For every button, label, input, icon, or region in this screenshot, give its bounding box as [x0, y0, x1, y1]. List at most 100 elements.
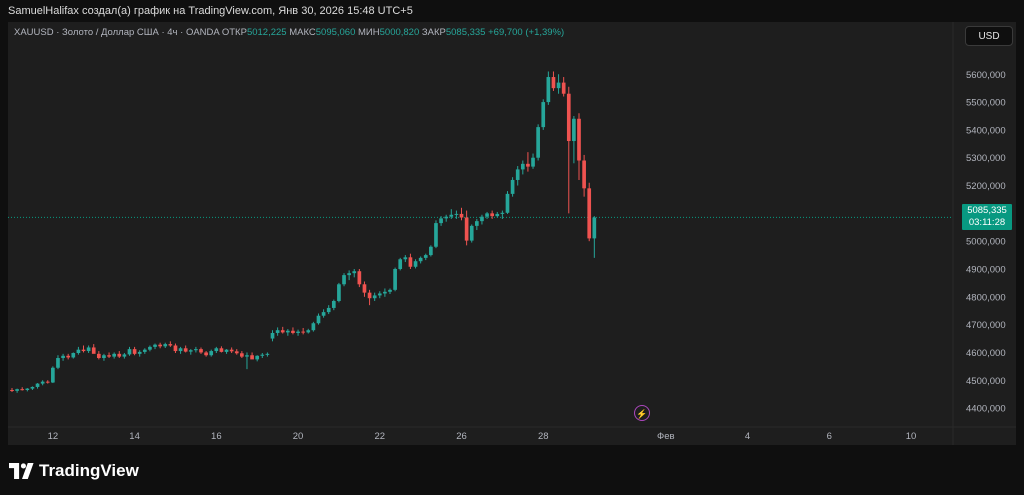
- candle-up: [352, 268, 357, 278]
- candle-body: [510, 179, 515, 194]
- y-tick-label: 5400,000: [966, 125, 1006, 136]
- candle-down: [551, 71, 556, 91]
- candle-up: [275, 327, 280, 336]
- candle-body: [255, 355, 260, 360]
- candle-body: [199, 349, 203, 353]
- open-label: ОТКР: [221, 27, 247, 38]
- x-tick-label: 28: [538, 431, 549, 442]
- candle-body: [531, 157, 535, 167]
- candle-body: [280, 330, 285, 333]
- candle-up: [148, 345, 152, 352]
- candle-up: [306, 328, 311, 334]
- candle-down: [280, 326, 285, 334]
- candle-up: [25, 388, 30, 392]
- open-value: 5012,225: [246, 27, 287, 38]
- candle-body: [582, 160, 586, 189]
- x-tick-label: 14: [129, 431, 140, 442]
- candle-up: [245, 352, 249, 370]
- candle-body: [587, 188, 592, 239]
- candle-body: [194, 349, 198, 351]
- candle-up: [495, 211, 500, 218]
- x-tick-label: 26: [456, 431, 467, 442]
- high-value: 5095,060: [315, 27, 356, 38]
- candle-up: [194, 346, 198, 353]
- candle-body: [178, 348, 183, 352]
- candle-body: [429, 246, 433, 256]
- candle-body: [306, 330, 311, 333]
- candle-body: [229, 349, 234, 352]
- footer: TradingView: [0, 445, 1024, 495]
- candle-body: [71, 353, 76, 358]
- candle-up: [454, 210, 459, 219]
- y-tick-label: 5600,000: [966, 70, 1006, 81]
- candle-body: [352, 271, 357, 274]
- currency-button[interactable]: USD: [965, 26, 1013, 46]
- candle-up: [61, 353, 65, 361]
- y-tick-label: 5300,000: [966, 153, 1006, 164]
- candle-body: [372, 295, 377, 299]
- candle-body: [96, 353, 101, 359]
- candle-up: [71, 352, 76, 359]
- candle-body: [275, 330, 280, 333]
- candle-up: [142, 348, 147, 354]
- candle-body: [592, 217, 597, 239]
- candle-down: [357, 268, 362, 288]
- candle-down: [20, 387, 25, 391]
- candle-body: [127, 349, 132, 355]
- candle-body: [393, 268, 397, 290]
- candle-up: [337, 282, 341, 303]
- candle-down: [464, 210, 469, 246]
- candle-body: [546, 77, 551, 103]
- candle-down: [219, 346, 224, 353]
- tradingview-logo-icon: [9, 463, 34, 479]
- candle-up: [224, 349, 229, 354]
- candle-body: [291, 330, 295, 333]
- candle-body: [383, 291, 387, 294]
- candle-body: [35, 383, 40, 387]
- tradingview-logo[interactable]: TradingView: [9, 460, 139, 482]
- candle-down: [96, 351, 101, 360]
- candle-body: [102, 355, 106, 359]
- candle-body: [188, 350, 193, 352]
- candle-down: [587, 182, 592, 242]
- candle-up: [331, 299, 336, 311]
- candle-body: [265, 353, 270, 355]
- candle-body: [86, 347, 91, 352]
- candle-up: [429, 245, 433, 257]
- candle-up: [102, 353, 106, 361]
- candle-body: [377, 293, 382, 296]
- candle-body: [474, 221, 479, 226]
- candle-down: [173, 343, 178, 354]
- symbol-legend: XAUUSD · Золото / Доллар США · 4ч · OAND…: [14, 27, 564, 38]
- candles-layer: [10, 71, 597, 393]
- candle-body: [464, 217, 469, 241]
- candle-up: [214, 346, 219, 354]
- price-axis: 4400,000 4500,000 4600,000 4700,000 4800,000…: [966, 70, 1006, 415]
- candle-body: [132, 349, 137, 354]
- candle-body: [66, 355, 71, 358]
- candle-body: [459, 213, 464, 218]
- candle-body: [81, 349, 86, 352]
- chart-frame[interactable]: 4400,000 4500,000 4600,000 4700,000 4800,000…: [8, 22, 1016, 445]
- low-label: МИН: [358, 27, 380, 38]
- candle-body: [45, 381, 50, 383]
- candle-body: [520, 163, 525, 170]
- candle-up: [51, 366, 55, 384]
- candle-down: [566, 86, 571, 214]
- lightning-icon[interactable]: ⚡: [634, 405, 650, 421]
- candle-body: [91, 347, 96, 354]
- candlestick-chart[interactable]: 4400,000 4500,000 4600,000 4700,000 4800,000…: [8, 22, 1016, 445]
- candle-body: [112, 353, 117, 357]
- candle-up: [383, 288, 387, 297]
- candle-body: [490, 213, 495, 217]
- last-price-badge: 5085,335 03:11:28: [962, 204, 1012, 231]
- candle-down: [362, 281, 367, 297]
- candle-body: [362, 284, 367, 293]
- candle-body: [153, 344, 157, 347]
- candle-up: [388, 288, 392, 295]
- candle-down: [577, 113, 581, 180]
- candle-body: [219, 348, 224, 352]
- candle-down: [459, 207, 464, 221]
- x-tick-label: 16: [211, 431, 222, 442]
- candle-body: [316, 315, 321, 324]
